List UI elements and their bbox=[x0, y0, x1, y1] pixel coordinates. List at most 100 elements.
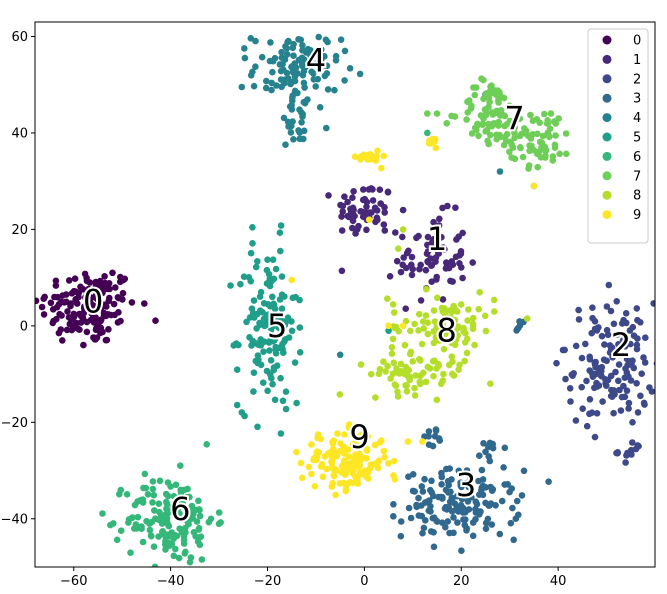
point bbox=[424, 258, 432, 266]
point bbox=[626, 361, 634, 368]
point bbox=[357, 208, 364, 215]
point bbox=[405, 366, 413, 374]
point bbox=[107, 521, 114, 529]
point bbox=[278, 305, 286, 313]
point bbox=[448, 258, 456, 265]
point bbox=[198, 556, 206, 563]
point bbox=[385, 327, 392, 335]
point bbox=[435, 493, 442, 501]
point bbox=[287, 129, 295, 136]
point bbox=[254, 423, 261, 431]
point bbox=[390, 501, 397, 508]
point bbox=[138, 525, 145, 532]
point bbox=[500, 141, 508, 149]
point bbox=[293, 448, 300, 456]
point bbox=[520, 467, 528, 475]
point bbox=[279, 397, 287, 405]
point bbox=[452, 204, 459, 211]
point bbox=[482, 525, 490, 532]
data-points bbox=[35, 33, 655, 567]
point bbox=[589, 373, 597, 381]
point bbox=[283, 51, 291, 58]
point bbox=[151, 507, 158, 514]
cluster-label-4: 4 bbox=[306, 42, 326, 80]
point bbox=[457, 250, 465, 258]
point bbox=[159, 528, 166, 535]
point bbox=[248, 342, 255, 349]
point bbox=[312, 452, 320, 460]
point bbox=[428, 244, 436, 251]
point bbox=[249, 240, 256, 247]
point bbox=[442, 523, 449, 531]
point bbox=[63, 298, 70, 306]
point bbox=[310, 76, 318, 83]
point bbox=[417, 297, 425, 304]
point bbox=[252, 263, 260, 271]
point bbox=[498, 497, 506, 505]
point bbox=[615, 377, 622, 385]
point bbox=[579, 405, 586, 413]
point bbox=[542, 147, 550, 154]
legend-label-3: 3 bbox=[633, 92, 641, 107]
point bbox=[638, 370, 645, 378]
point bbox=[405, 504, 413, 512]
point bbox=[127, 549, 134, 556]
cluster-labels: 0 1 2 3 4 5 6 7 8 9 bbox=[81, 40, 633, 531]
legend-label-7: 7 bbox=[633, 169, 641, 184]
point bbox=[278, 48, 285, 56]
point bbox=[329, 445, 337, 453]
cluster-label-6: 6 bbox=[170, 490, 190, 528]
point bbox=[424, 129, 431, 137]
point bbox=[541, 110, 548, 118]
point bbox=[406, 374, 413, 382]
point bbox=[401, 341, 409, 349]
point bbox=[281, 56, 289, 63]
point bbox=[372, 218, 379, 226]
point bbox=[310, 70, 317, 77]
point bbox=[640, 354, 647, 361]
point bbox=[464, 317, 471, 324]
point bbox=[152, 317, 159, 325]
point bbox=[547, 110, 555, 117]
point bbox=[591, 318, 599, 325]
legend-marker-5 bbox=[602, 132, 612, 142]
point bbox=[391, 324, 399, 332]
point bbox=[497, 92, 504, 99]
point bbox=[280, 349, 287, 357]
point bbox=[38, 303, 46, 311]
point bbox=[591, 433, 599, 441]
point bbox=[552, 132, 559, 139]
point bbox=[448, 339, 456, 347]
point bbox=[403, 388, 411, 395]
legend-label-4: 4 bbox=[633, 111, 641, 126]
point bbox=[408, 261, 415, 269]
point bbox=[384, 295, 391, 303]
point bbox=[575, 306, 582, 314]
point bbox=[485, 140, 493, 148]
point bbox=[376, 186, 384, 193]
point bbox=[637, 392, 644, 400]
point bbox=[450, 302, 457, 310]
point bbox=[253, 258, 261, 265]
point bbox=[128, 299, 136, 306]
point bbox=[80, 341, 87, 349]
point bbox=[474, 120, 481, 128]
point bbox=[559, 346, 567, 354]
point bbox=[614, 449, 621, 456]
point bbox=[296, 135, 304, 143]
point bbox=[359, 213, 367, 220]
point bbox=[405, 473, 412, 481]
point bbox=[342, 469, 350, 477]
point bbox=[487, 500, 495, 507]
point bbox=[323, 124, 330, 132]
point bbox=[633, 380, 640, 387]
point bbox=[439, 204, 446, 212]
point bbox=[447, 314, 454, 321]
point bbox=[52, 277, 60, 285]
point bbox=[621, 374, 629, 382]
point bbox=[551, 144, 559, 151]
point bbox=[487, 131, 494, 139]
point bbox=[54, 293, 61, 301]
point bbox=[304, 45, 312, 53]
point bbox=[91, 336, 99, 343]
